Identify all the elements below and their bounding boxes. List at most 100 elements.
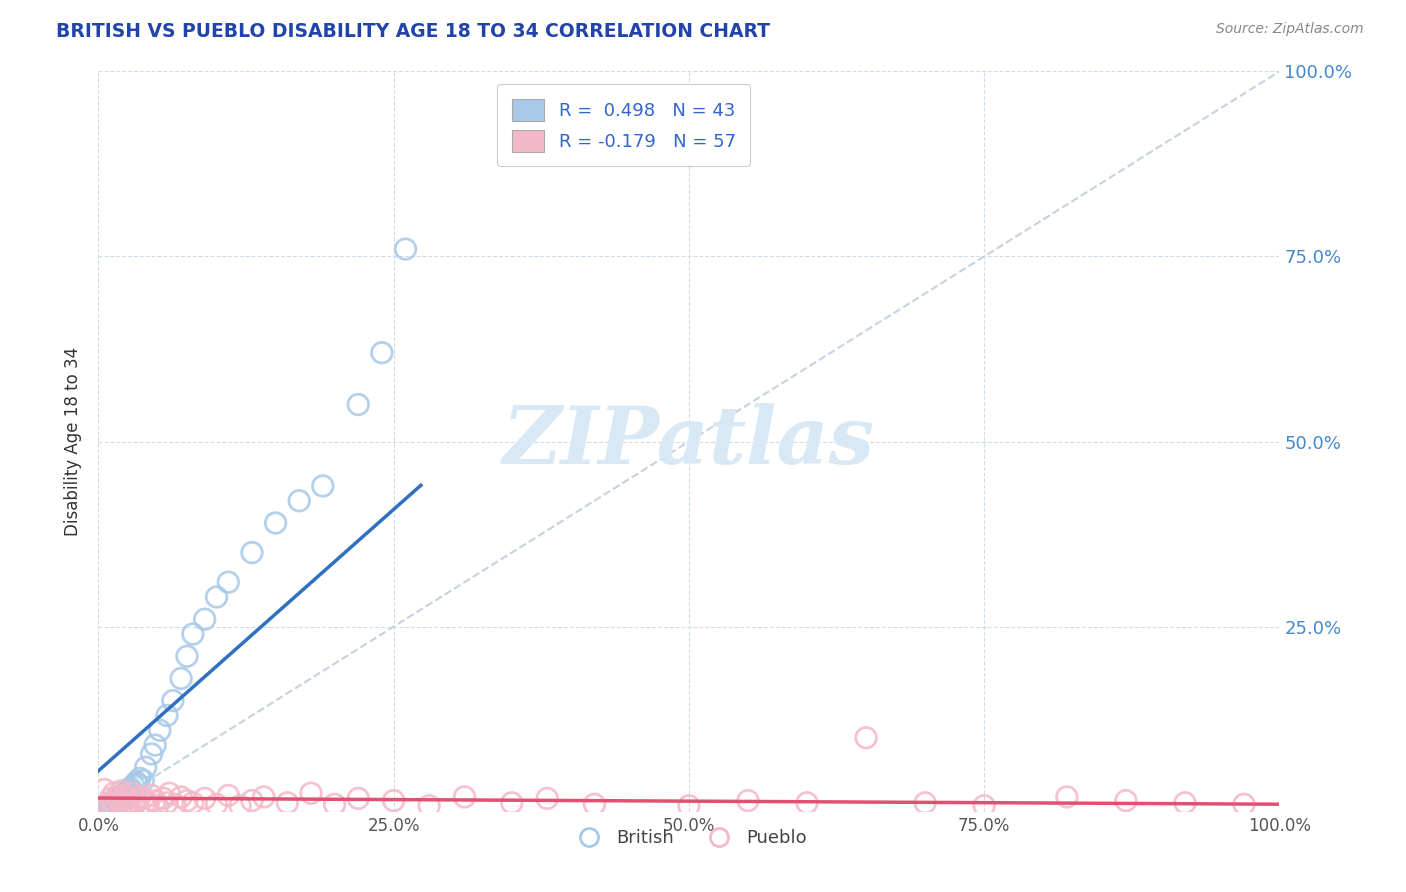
Point xyxy=(536,791,558,805)
Point xyxy=(125,775,148,789)
Point xyxy=(105,795,128,809)
Point xyxy=(122,779,145,793)
Point xyxy=(105,791,128,805)
Point xyxy=(110,794,132,808)
Point xyxy=(101,798,124,813)
Point xyxy=(121,784,143,798)
Point xyxy=(103,794,125,808)
Point xyxy=(347,791,370,805)
Point xyxy=(453,789,475,804)
Point xyxy=(108,789,131,804)
Point xyxy=(156,796,179,810)
Point xyxy=(299,786,322,800)
Point xyxy=(229,798,252,813)
Point xyxy=(264,516,287,530)
Point xyxy=(141,747,163,761)
Point xyxy=(105,789,128,804)
Point xyxy=(240,794,263,808)
Point xyxy=(583,797,606,812)
Point xyxy=(111,791,134,805)
Point xyxy=(135,796,157,810)
Point xyxy=(146,798,169,813)
Point xyxy=(98,798,121,813)
Point xyxy=(501,796,523,810)
Point xyxy=(914,796,936,810)
Point xyxy=(110,784,132,798)
Text: ZIPatlas: ZIPatlas xyxy=(503,403,875,480)
Point xyxy=(176,649,198,664)
Point xyxy=(312,479,335,493)
Point xyxy=(101,797,124,812)
Point xyxy=(143,794,166,808)
Point xyxy=(394,242,416,256)
Point xyxy=(382,794,405,808)
Point xyxy=(1056,789,1078,804)
Point xyxy=(181,627,204,641)
Point xyxy=(98,796,121,810)
Point xyxy=(973,798,995,813)
Point xyxy=(121,786,143,800)
Point xyxy=(132,791,155,805)
Point xyxy=(371,345,394,359)
Point xyxy=(737,794,759,808)
Point xyxy=(122,798,145,813)
Point xyxy=(111,797,134,812)
Point xyxy=(217,575,239,590)
Point xyxy=(205,797,228,812)
Point xyxy=(276,796,298,810)
Point xyxy=(181,796,204,810)
Point xyxy=(347,398,370,412)
Point xyxy=(253,789,276,804)
Point xyxy=(156,708,179,723)
Point xyxy=(132,773,155,788)
Point xyxy=(678,798,700,813)
Point xyxy=(128,772,150,786)
Point xyxy=(98,791,121,805)
Point xyxy=(152,791,174,805)
Point xyxy=(93,782,115,797)
Point xyxy=(111,789,134,803)
Point xyxy=(112,786,135,800)
Point xyxy=(1174,796,1197,810)
Point xyxy=(103,786,125,800)
Point xyxy=(1233,797,1256,812)
Point xyxy=(165,797,187,812)
Point xyxy=(418,798,440,813)
Point xyxy=(112,789,135,803)
Point xyxy=(141,789,163,803)
Point xyxy=(796,796,818,810)
Point xyxy=(217,789,239,803)
Point xyxy=(170,672,193,686)
Point xyxy=(105,796,128,810)
Point xyxy=(114,798,136,813)
Text: BRITISH VS PUEBLO DISABILITY AGE 18 TO 34 CORRELATION CHART: BRITISH VS PUEBLO DISABILITY AGE 18 TO 3… xyxy=(56,22,770,41)
Text: Source: ZipAtlas.com: Source: ZipAtlas.com xyxy=(1216,22,1364,37)
Point xyxy=(125,794,148,808)
Point xyxy=(117,782,139,797)
Point xyxy=(288,493,311,508)
Point xyxy=(1115,794,1137,808)
Point xyxy=(176,794,198,808)
Point xyxy=(149,723,172,738)
Point xyxy=(117,786,139,800)
Point xyxy=(97,797,120,812)
Point xyxy=(240,546,263,560)
Point xyxy=(117,791,139,805)
Point xyxy=(128,789,150,804)
Point xyxy=(114,789,136,804)
Point xyxy=(136,797,159,812)
Point xyxy=(323,797,346,812)
Point xyxy=(135,760,157,774)
Point xyxy=(855,731,877,745)
Point xyxy=(120,796,142,810)
Point xyxy=(127,776,149,790)
Legend: British, Pueblo: British, Pueblo xyxy=(564,822,814,855)
Point xyxy=(162,694,184,708)
Point xyxy=(205,590,228,604)
Point xyxy=(93,801,115,815)
Point xyxy=(170,789,193,804)
Y-axis label: Disability Age 18 to 34: Disability Age 18 to 34 xyxy=(65,347,83,536)
Point xyxy=(157,786,180,800)
Point xyxy=(194,612,217,626)
Point xyxy=(143,738,166,752)
